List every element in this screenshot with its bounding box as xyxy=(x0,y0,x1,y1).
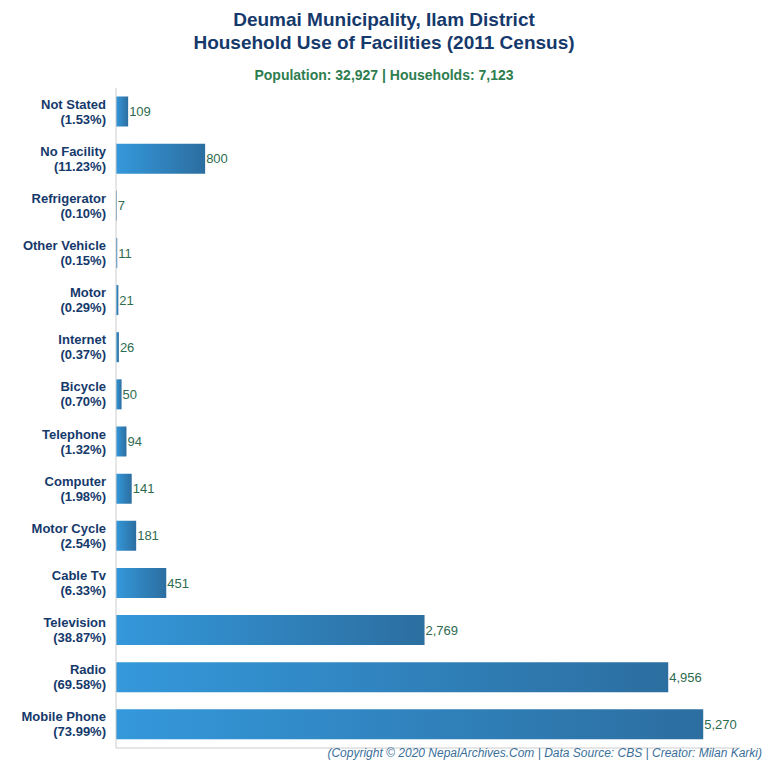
html-text:Household Use of Facilities (2: Household Use of Facilities (2011 Census… xyxy=(193,32,575,53)
svg-text:Motor Cycle(2.54%): Motor Cycle(2.54%) xyxy=(32,521,106,551)
svg-text:Other Vehicle(0.15%): Other Vehicle(0.15%) xyxy=(23,238,106,268)
svg-text:94: 94 xyxy=(127,434,141,449)
svg-text:800: 800 xyxy=(206,151,228,166)
svg-text:2,769: 2,769 xyxy=(426,623,459,638)
html-text:Deumai Municipality, Ilam Dist: Deumai Municipality, Ilam District xyxy=(233,9,535,30)
svg-text:Bicycle(0.70%): Bicycle(0.70%) xyxy=(60,379,106,409)
html-text:(Copyright © 2020 NepalArchive: (Copyright © 2020 NepalArchives.Com | Da… xyxy=(327,746,762,760)
svg-text:4,956: 4,956 xyxy=(669,670,702,685)
svg-text:26: 26 xyxy=(120,340,134,355)
svg-text:Cable Tv(6.33%): Cable Tv(6.33%) xyxy=(52,568,107,598)
svg-text:Internet(0.37%): Internet(0.37%) xyxy=(58,332,106,362)
svg-text:141: 141 xyxy=(133,481,155,496)
svg-text:Mobile Phone(73.99%): Mobile Phone(73.99%) xyxy=(22,709,107,739)
svg-text:5,270: 5,270 xyxy=(704,717,737,732)
svg-text:181: 181 xyxy=(137,528,159,543)
svg-text:Not Stated(1.53%): Not Stated(1.53%) xyxy=(41,97,106,127)
svg-text:451: 451 xyxy=(167,576,189,591)
svg-text:Refrigerator(0.10%): Refrigerator(0.10%) xyxy=(32,191,106,221)
svg-text:Radio(69.58%): Radio(69.58%) xyxy=(53,662,106,692)
svg-text:Telephone(1.32%): Telephone(1.32%) xyxy=(42,427,106,457)
svg-text:Computer(1.98%): Computer(1.98%) xyxy=(45,474,106,504)
svg-text:11: 11 xyxy=(118,246,131,261)
svg-text:50: 50 xyxy=(123,387,137,402)
svg-text:No Facility(11.23%): No Facility(11.23%) xyxy=(40,144,107,174)
svg-text:Motor(0.29%): Motor(0.29%) xyxy=(60,285,106,315)
svg-text:Television(38.87%): Television(38.87%) xyxy=(43,615,106,645)
svg-text:109: 109 xyxy=(129,104,151,119)
svg-text:21: 21 xyxy=(119,293,133,308)
html-text:Population: 32,927 | Household: Population: 32,927 | Households: 7,123 xyxy=(254,67,514,83)
svg-text:7: 7 xyxy=(118,198,125,213)
